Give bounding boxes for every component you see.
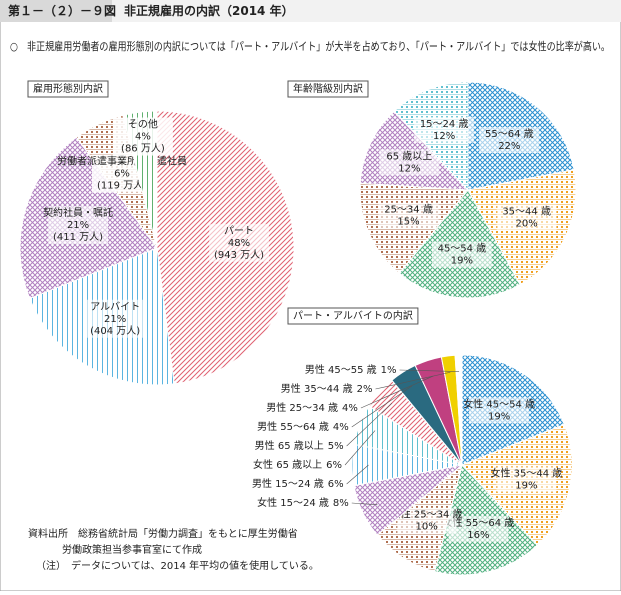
slice-value: 2% (357, 384, 373, 395)
slice-value: 6% (326, 460, 342, 471)
slice-name: 女性 65 歳以上 (253, 458, 322, 471)
slice-name: 男性 65 歳以上 (255, 439, 324, 452)
slice-label: 男性 35～44 歳 2% (281, 382, 373, 395)
label-bg (496, 466, 557, 493)
slice-label: 女性 15～24 歳 8% (257, 496, 349, 509)
label-bg (48, 206, 109, 245)
slice-label: 55～64 歳 (485, 128, 534, 140)
slice-name: 男性 35～44 歳 (281, 382, 353, 395)
label-bg (209, 223, 270, 262)
leader-line (346, 402, 393, 447)
leader-line (346, 464, 369, 485)
slice-label: 男性 15～24 歳 6% (252, 477, 344, 490)
slice-label: 19% (515, 480, 537, 491)
slice-label: 女性 25～34 歳 (391, 508, 463, 521)
slice-label: (119 万人) (97, 180, 147, 192)
slice-label: 20% (516, 219, 538, 230)
slice-label: パート (224, 225, 254, 237)
leader-line (360, 375, 434, 409)
slice-label: 48% (228, 238, 250, 249)
slice-label: 25～34 歳 (384, 204, 433, 216)
slice-label: (404 万人) (90, 325, 140, 337)
leader-line (375, 371, 451, 390)
slice-label: 19% (488, 411, 510, 422)
slice-label: 6% (114, 169, 130, 180)
slice-label: (411 万人) (53, 231, 103, 243)
slice-label: 16% (467, 530, 489, 541)
label-bg (448, 515, 509, 542)
slice-name: 男性 55～64 歳 (257, 420, 329, 433)
slice-label: (943 万人) (214, 249, 264, 261)
slice-value: 8% (333, 498, 349, 509)
slice-name: 女性 15～24 歳 (257, 496, 329, 509)
slice-label: 22% (498, 141, 520, 152)
slice-label: 男性 65 歳以上 5% (255, 439, 344, 452)
slice-label: 21% (67, 220, 89, 231)
slice-label: 12% (433, 131, 455, 142)
label-bg (379, 149, 440, 176)
slice-label: その他 (128, 118, 158, 131)
slice-value: 5% (328, 441, 344, 452)
slice-label: 男性 45～55 歳 1% (305, 363, 397, 376)
label-bg (85, 299, 146, 338)
slice-label: 21% (104, 314, 126, 325)
slice-label: (86 万人) (121, 143, 165, 155)
chart-title: 年齢階級別内訳 (293, 82, 363, 95)
slice-value: 1% (381, 365, 397, 376)
slice-name: 男性 45～55 歳 (305, 363, 377, 376)
header-bar (0, 0, 621, 22)
label-bg (414, 116, 475, 143)
figure-title: 非正規雇用の内訳（2014 年） (124, 3, 294, 18)
slice-name: 男性 25～34 歳 (266, 401, 338, 414)
slice-value: 4% (342, 403, 358, 414)
summary: ○ 非正規雇用労働者の雇用形態別の内訳については「パート・アルバイト」が大半を占… (10, 39, 610, 53)
slice-label: 65 歳以上 (386, 150, 432, 162)
leader-line (344, 430, 376, 466)
slice-label: 労働者派遣事業所の派遣社員 (57, 155, 187, 168)
chart-title: 雇用形態別内訳 (33, 82, 103, 95)
slice-name: 男性 15～24 歳 (252, 477, 324, 490)
slice-label: 契約社員・嘱託 (43, 206, 113, 219)
header-tab (0, 0, 112, 22)
slice-label: 女性 55～64 歳 (443, 516, 515, 529)
slice-label: 15% (397, 217, 419, 228)
slice-label: 女性 35～44 歳 (491, 466, 563, 479)
chart-title: パート・アルバイトの内訳 (293, 309, 413, 322)
slice-value: 6% (328, 479, 344, 490)
slice-label: 15～24 歳 (420, 118, 469, 130)
label-bg (396, 507, 457, 534)
slice-label: 男性 55～64 歳 4% (257, 420, 349, 433)
leader-line (399, 369, 460, 372)
title-box (287, 80, 369, 98)
label-bg (479, 127, 540, 154)
title-box (287, 307, 419, 325)
slice-label: アルバイト (90, 301, 140, 313)
label-bg (469, 397, 530, 424)
note: 労働政策担当参事官室にて作成 (62, 543, 202, 556)
leader-line (351, 502, 378, 506)
slice-label: 19% (451, 256, 473, 267)
leader-line (351, 385, 413, 428)
label-bg (112, 117, 173, 156)
note: 資料出所 総務省統計局「労働力調査」をもとに厚生労働省 (28, 527, 298, 540)
title-box (27, 80, 109, 98)
slice-label: 4% (135, 132, 151, 143)
slice-label: 35～44 歳 (502, 206, 551, 218)
slice-label: 12% (398, 163, 420, 174)
slice-label: 女性 45～54 歳 (463, 397, 535, 410)
label-bg (378, 202, 439, 229)
note: （注） データについては、2014 年平均の値を使用している。 (36, 559, 319, 572)
slice-label: 45～54 歳 (438, 243, 487, 255)
slice-label: 10% (416, 522, 438, 533)
label-bg (431, 241, 492, 268)
slice-label: 女性 65 歳以上 6% (253, 458, 342, 471)
pie-slice (454, 354, 463, 466)
slice-value: 4% (333, 422, 349, 433)
figure-number: 第１－（２）－９図 (8, 3, 116, 18)
label-bg (496, 204, 557, 231)
slice-label: 男性 25～34 歳 4% (266, 401, 358, 414)
